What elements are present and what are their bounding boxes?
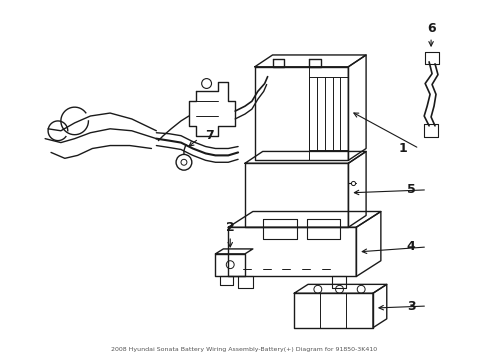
Text: 2: 2 [225, 221, 234, 234]
Circle shape [357, 285, 365, 293]
Circle shape [201, 78, 211, 89]
Circle shape [313, 285, 321, 293]
Text: 7: 7 [205, 129, 214, 142]
Text: 1: 1 [398, 142, 407, 155]
Text: 3: 3 [406, 300, 414, 312]
Text: 4: 4 [406, 240, 414, 253]
Text: 6: 6 [426, 22, 434, 35]
Circle shape [335, 285, 343, 293]
Circle shape [226, 261, 234, 269]
Circle shape [181, 159, 186, 165]
Text: 5: 5 [406, 183, 414, 196]
Text: 2008 Hyundai Sonata Battery Wiring Assembly-Battery(+) Diagram for 91850-3K410: 2008 Hyundai Sonata Battery Wiring Assem… [111, 347, 376, 352]
Circle shape [176, 154, 191, 170]
